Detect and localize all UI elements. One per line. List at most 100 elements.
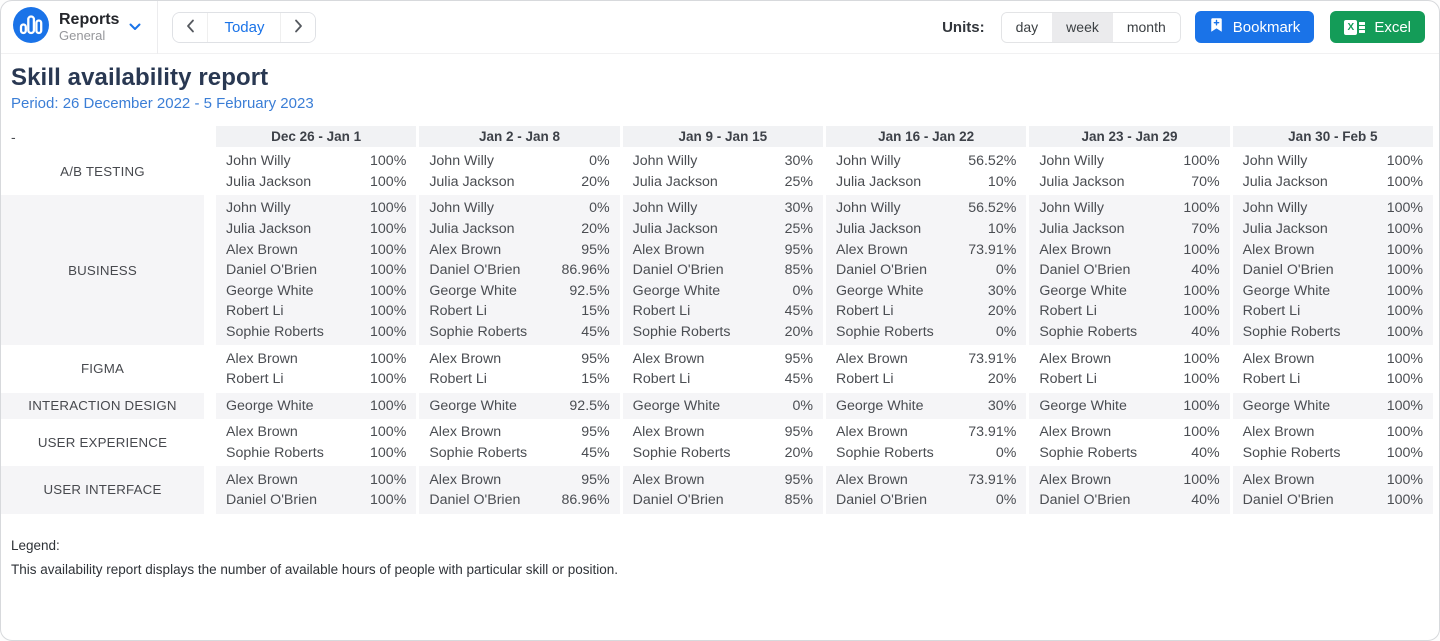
person-availability-line: Daniel O'Brien 86.96% (429, 260, 609, 281)
person-availability-line: Alex Brown 95% (429, 469, 609, 490)
availability-percent: 100% (1183, 371, 1220, 388)
person-name: George White (1242, 397, 1331, 414)
person-name: Alex Brown (835, 471, 908, 488)
person-availability-line: George White 100% (1243, 396, 1423, 417)
person-availability-line: Alex Brown 100% (1039, 239, 1219, 260)
person-name: Robert Li (429, 371, 487, 388)
availability-percent: 0% (995, 324, 1017, 341)
person-availability-line: Alex Brown 95% (633, 348, 813, 369)
bookmark-button-label: Bookmark (1232, 18, 1301, 36)
availability-percent: 56.52% (968, 153, 1017, 170)
person-availability-line: Julia Jackson 10% (836, 172, 1016, 193)
person-availability-line: Alex Brown 95% (633, 469, 813, 490)
availability-cell: Alex Brown 100% Sophie Roberts 100% (216, 419, 417, 467)
person-name: Alex Brown (429, 424, 502, 441)
person-availability-line: Robert Li 100% (226, 369, 406, 390)
person-name: Alex Brown (632, 424, 705, 441)
person-availability-line: Alex Brown 100% (226, 422, 406, 443)
availability-percent: 100% (370, 350, 407, 367)
chevron-right-icon (294, 19, 303, 36)
availability-percent: 100% (1386, 262, 1423, 279)
person-name: Julia Jackson (1039, 221, 1125, 238)
availability-percent: 73.91% (968, 471, 1017, 488)
person-name: Julia Jackson (226, 221, 312, 238)
availability-percent: 100% (370, 397, 407, 414)
next-period-button[interactable] (281, 12, 316, 42)
app-subtitle: General (59, 27, 106, 43)
units-option-month[interactable]: month (1112, 12, 1180, 42)
collapse-all-toggle[interactable]: - (11, 128, 16, 145)
person-name: Alex Brown (429, 350, 502, 367)
availability-cell: Alex Brown 95% Robert Li 45% (622, 345, 823, 393)
person-availability-line: Alex Brown 100% (1039, 348, 1219, 369)
person-name: John Willy (429, 200, 494, 217)
person-name: Sophie Roberts (1039, 324, 1138, 341)
availability-percent: 45% (784, 303, 813, 320)
person-availability-line: Alex Brown 73.91% (836, 469, 1016, 490)
person-availability-line: John Willy 0% (429, 151, 609, 172)
availability-percent: 86.96% (561, 492, 610, 509)
availability-percent: 20% (987, 303, 1017, 320)
availability-percent: 85% (784, 262, 813, 279)
availability-percent: 100% (1386, 241, 1423, 258)
availability-percent: 95% (784, 241, 813, 258)
person-availability-line: Daniel O'Brien 100% (1243, 260, 1423, 281)
person-name: Alex Brown (429, 241, 502, 258)
excel-grid-glyph (1359, 21, 1366, 33)
availability-cell: Alex Brown 95% Daniel O'Brien 86.96% (419, 466, 620, 514)
availability-percent: 100% (370, 492, 407, 509)
availability-percent: 20% (784, 445, 813, 462)
person-availability-line: Sophie Roberts 100% (226, 443, 406, 464)
person-name: George White (226, 397, 314, 414)
availability-percent: 95% (581, 241, 610, 258)
person-name: Daniel O'Brien (226, 262, 318, 279)
person-availability-line: Sophie Roberts 45% (429, 322, 609, 343)
skill-group-row: A/B TESTING John Willy 100% Julia Jackson 10… (1, 148, 1433, 196)
availability-percent: 100% (1183, 200, 1220, 217)
availability-percent: 100% (1386, 221, 1423, 238)
prev-period-button[interactable] (173, 12, 208, 42)
availability-cell: John Willy 56.52% Julia Jackson 10% (825, 148, 1027, 196)
units-option-week[interactable]: week (1052, 12, 1113, 42)
reports-menu[interactable]: Reports General (13, 6, 155, 48)
person-availability-line: Julia Jackson 25% (633, 172, 813, 193)
availability-percent: 85% (784, 492, 813, 509)
availability-percent: 20% (581, 221, 610, 238)
availability-percent: 86.96% (561, 262, 610, 279)
availability-percent: 100% (370, 282, 407, 299)
person-availability-line: George White 0% (633, 396, 813, 417)
person-availability-line: Robert Li 100% (1243, 301, 1423, 322)
person-name: Alex Brown (632, 471, 705, 488)
availability-cell: Alex Brown 73.91% Daniel O'Brien 0% (825, 466, 1027, 514)
units-option-day[interactable]: day (1001, 12, 1053, 42)
availability-percent: 10% (987, 173, 1017, 190)
person-name: Sophie Roberts (226, 324, 324, 341)
skill-label: INTERACTION DESIGN (1, 392, 213, 420)
person-availability-line: Alex Brown 100% (1243, 469, 1423, 490)
availability-percent: 100% (370, 200, 407, 217)
availability-percent: 100% (1183, 282, 1220, 299)
person-availability-line: Sophie Roberts 40% (1039, 443, 1219, 464)
person-name: George White (835, 397, 924, 414)
bookmark-button[interactable]: Bookmark (1194, 11, 1315, 43)
table-header-row: - Dec 26 - Jan 1 Jan 2 - Jan 8 Jan 9 - Jan… (1, 126, 1433, 147)
person-name: Robert Li (1039, 371, 1097, 388)
person-availability-line: Robert Li 100% (1039, 301, 1219, 322)
person-availability-line: Alex Brown 100% (226, 348, 406, 369)
person-availability-line: Robert Li 20% (836, 369, 1016, 390)
person-availability-line: George White 30% (836, 281, 1016, 302)
today-button[interactable]: Today (207, 12, 282, 42)
availability-percent: 100% (1386, 492, 1423, 509)
availability-percent: 15% (581, 303, 610, 320)
person-name: Daniel O'Brien (1039, 262, 1131, 279)
availability-cell: George White 0% (622, 392, 823, 420)
person-name: Alex Brown (1039, 350, 1112, 367)
person-name: Julia Jackson (632, 173, 718, 190)
person-name: Daniel O'Brien (632, 262, 724, 279)
person-availability-line: Alex Brown 100% (226, 239, 406, 260)
person-availability-line: Julia Jackson 20% (429, 172, 609, 193)
person-name: Julia Jackson (1039, 173, 1125, 190)
excel-export-button[interactable]: X Excel (1330, 11, 1425, 43)
person-name: George White (226, 282, 314, 299)
person-name: Julia Jackson (632, 221, 718, 238)
